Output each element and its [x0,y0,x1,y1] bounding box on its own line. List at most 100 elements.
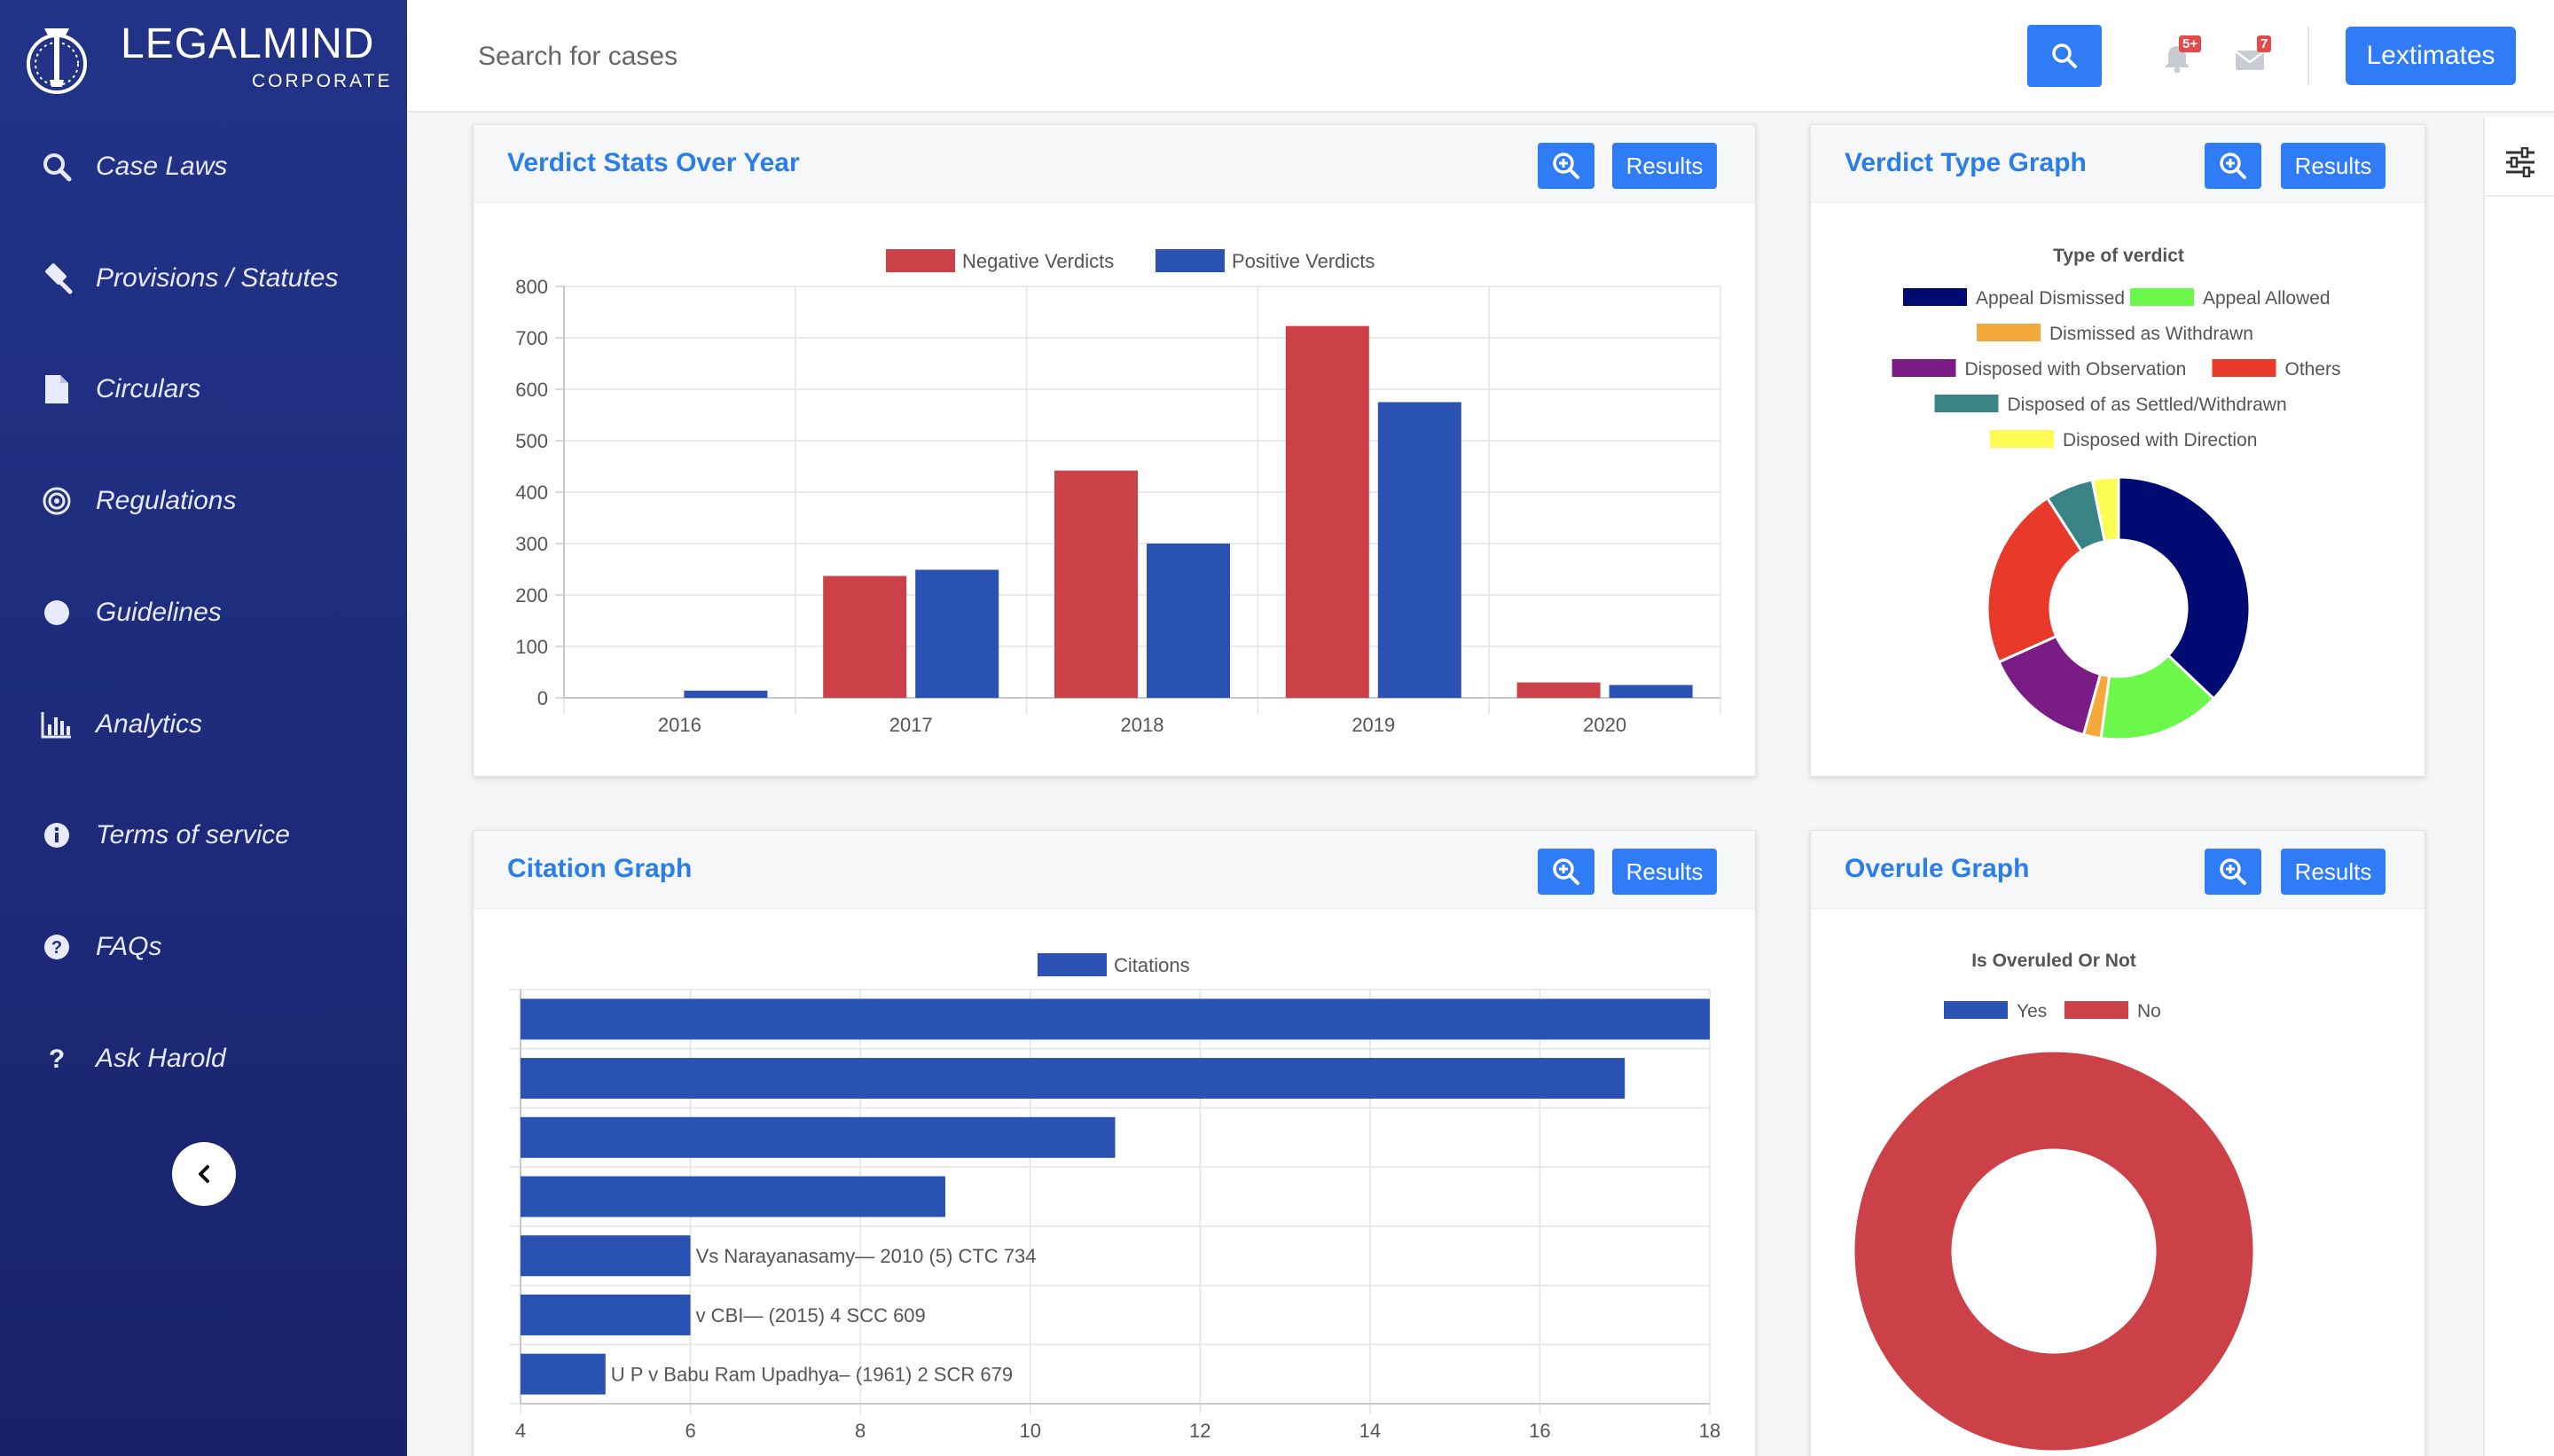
legend-swatch [1156,249,1225,272]
bar [823,575,907,698]
citation-card: Citation Graph Results Citations 4 6 8 10 12 1… [473,830,1756,1456]
sidebar-item-label: Terms of service [96,820,290,849]
legend-swatch [886,249,955,272]
bar [915,569,999,698]
chart-title: Is Overuled Or Not [1971,951,2136,971]
legend-swatch [2064,1001,2128,1019]
sidebar-item-analytics[interactable]: Analytics [39,698,202,751]
sidebar-item-guidelines[interactable]: Guidelines [39,586,222,639]
results-button[interactable]: Results [1612,143,1717,189]
card-header: Citation Graph Results [474,831,1755,909]
x-tick-label: 2016 [658,714,701,736]
card-header: Verdict Type Graph Results [1811,125,2425,203]
chevron-left-icon [199,1165,209,1183]
document-icon [39,372,74,407]
zoom-in-icon [2220,153,2246,179]
zoom-button[interactable] [1538,143,1594,189]
x-tick-label: 4 [515,1420,526,1442]
x-tick-label: 8 [855,1420,866,1442]
verdict-type-card: Verdict Type Graph Results Type of verdi… [1810,124,2425,777]
legend-label: Dismissed as Withdrawn [2049,324,2253,344]
sidebar-item-label: Ask Harold [96,1044,226,1073]
results-button[interactable]: Results [2281,849,2386,895]
notifications-button[interactable]: 5+ [2159,35,2204,80]
legend-swatch [1892,359,1956,377]
x-tick-label: 10 [1019,1420,1040,1442]
legend-label: Disposed with Observation [1965,359,2187,380]
sliders-icon [2506,147,2534,177]
x-tick-label: 2017 [889,714,933,736]
sidebar-item-label: Guidelines [96,598,222,627]
bar [1054,470,1138,698]
bar [521,1294,691,1335]
pie-slice [1986,496,2084,664]
x-tick-label: 2020 [1583,714,1626,736]
y-tick-label: 700 [515,327,548,349]
legend-label: Yes [2017,1001,2047,1022]
search-icon [2052,43,2077,68]
bar [1377,402,1461,698]
sidebar-item-circulars[interactable]: Circulars [39,363,200,416]
results-button[interactable]: Results [2281,143,2386,189]
sidebar-item-regulations[interactable]: Regulations [39,474,236,528]
topbar-divider [2307,27,2309,85]
x-tick-label: 2019 [1351,714,1395,736]
sidebar-item-case-laws[interactable]: Case Laws [39,140,227,193]
card-header: Overule Graph Results [1811,831,2425,909]
bar [521,1235,691,1277]
sidebar: LEGALMIND CORPORATE Case Laws Provisions… [0,0,407,1456]
bar [521,1176,945,1217]
brand-name: LEGALMIND [121,20,375,67]
settings-strip [2483,117,2554,1456]
messages-button[interactable]: 7 [2232,35,2276,80]
zoom-in-icon [1553,858,1579,885]
legend-label: Positive Verdicts [1232,250,1375,272]
sidebar-item-label: Circulars [96,374,201,403]
lextimates-button[interactable]: Lextimates [2346,27,2516,85]
bar-label: v CBI— (2015) 4 SCC 609 [696,1304,926,1327]
y-tick-label: 0 [537,687,548,709]
logo-icon [27,28,87,94]
zoom-button[interactable] [1538,849,1594,895]
sidebar-item-ask-harold[interactable]: ? Ask Harold [39,1032,226,1085]
results-button[interactable]: Results [1612,849,1717,895]
legend-swatch [1990,430,2054,448]
sidebar-item-terms[interactable]: Terms of service [39,809,290,862]
settings-toggle-button[interactable] [2485,129,2554,197]
zoom-button[interactable] [2205,849,2261,895]
legend-label: No [2137,1001,2161,1022]
pie-slice [1852,1049,2256,1453]
notifications-badge: 5+ [2179,35,2202,52]
pie-slice [2117,475,2252,701]
bar [684,690,768,698]
verdict-stats-card: Verdict Stats Over Year Results Negative… [473,124,1756,777]
sidebar-item-faqs[interactable]: ? FAQs [39,920,161,974]
sidebar-item-label: Provisions / Statutes [96,263,339,293]
legend-label: Disposed of as Settled/Withdrawn [2008,395,2287,415]
svg-text:?: ? [49,1045,65,1073]
gavel-icon [39,261,74,296]
sidebar-item-provisions[interactable]: Provisions / Statutes [39,252,338,305]
legend-label: Appeal Allowed [2203,288,2331,309]
legend-label: Appeal Dismissed [1976,288,2125,309]
zoom-button[interactable] [2205,143,2261,189]
collapse-sidebar-button[interactable] [172,1142,236,1206]
search-input[interactable] [478,30,1986,83]
overule-card: Overule Graph Results Is Overuled Or Not… [1810,830,2425,1456]
legend-swatch [2130,288,2194,306]
legend-label: Negative Verdicts [962,250,1114,272]
search-button[interactable] [2027,25,2102,87]
x-tick-label: 6 [685,1420,695,1442]
overule-chart: Is Overuled Or Not Yes No [1852,951,2256,1453]
sidebar-item-label: Regulations [96,486,237,515]
verdict-type-chart: Type of verdict Appeal Dismissed Appeal Al… [1892,246,2341,741]
legend-swatch [1903,288,1967,306]
question-icon: ? [39,1041,74,1076]
legend-label: Others [2285,359,2341,380]
zoom-in-icon [1553,153,1579,179]
sidebar-item-label: Case Laws [96,152,228,181]
bar [1516,682,1601,698]
info-icon [39,818,74,853]
card-title: Overule Graph [1845,854,2030,883]
zoom-in-icon [2220,858,2246,885]
